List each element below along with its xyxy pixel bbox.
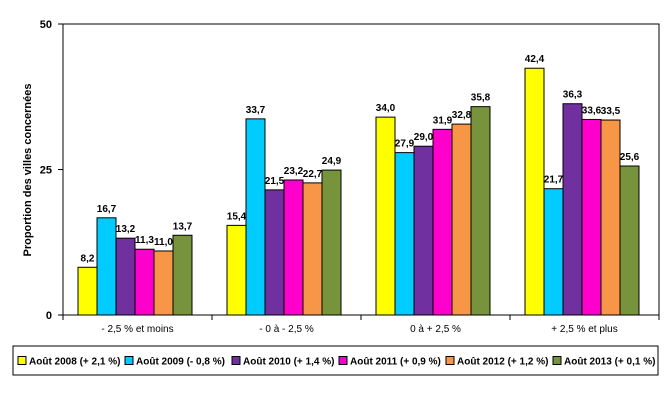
data-label: 24,9 — [322, 156, 342, 167]
legend-box — [12, 345, 659, 376]
legend-entry: Août 2008 (+ 2,1 %) — [29, 357, 120, 368]
data-label: 21,5 — [265, 176, 285, 187]
bar — [153, 250, 174, 316]
bar — [451, 123, 472, 316]
data-label: 35,8 — [471, 93, 491, 104]
y-axis-label: Proportion des villes concernées — [22, 83, 34, 256]
data-label: 36,3 — [563, 90, 583, 101]
data-label: 33,6 — [582, 105, 602, 116]
bar — [562, 103, 583, 316]
data-label: 32,8 — [452, 110, 472, 121]
x-category-label: - 0 à - 2,5 % — [259, 324, 314, 335]
data-label: 8,2 — [81, 253, 95, 264]
legend-swatch — [338, 356, 348, 365]
legend-swatch — [445, 356, 455, 365]
data-label: 33,7 — [246, 105, 266, 116]
data-label: 13,2 — [116, 224, 136, 235]
data-label: 34,0 — [376, 103, 396, 114]
bar — [115, 237, 136, 316]
legend-swatch — [552, 356, 562, 365]
bar — [432, 128, 453, 316]
data-label: 21,7 — [544, 175, 564, 186]
legend-entry: Août 2009 (- 0,8 %) — [136, 357, 225, 368]
data-label: 29,0 — [414, 132, 434, 143]
data-label: 31,9 — [433, 115, 453, 126]
legend-entry: Août 2013 (+ 0,1 %) — [564, 357, 655, 368]
data-label: 13,7 — [173, 221, 193, 232]
bar — [470, 106, 491, 316]
data-label: 15,4 — [227, 211, 247, 222]
bar — [134, 248, 155, 316]
legend-swatch — [17, 356, 27, 365]
legend-entry: Août 2010 (+ 1,4 %) — [243, 357, 334, 368]
bar — [172, 234, 193, 316]
y-tick-label: 50 — [40, 19, 52, 31]
bar — [321, 169, 342, 316]
data-label: 22,7 — [303, 169, 323, 180]
y-tick-label: 25 — [40, 165, 52, 177]
x-category-label: + 2,5 % et plus — [551, 324, 617, 335]
data-label: 27,9 — [395, 139, 415, 150]
legend: Août 2008 (+ 2,1 %) Août 2009 (- 0,8 %) Ao… — [12, 345, 659, 376]
bar — [619, 165, 640, 316]
bar — [394, 152, 415, 316]
bar — [302, 182, 323, 316]
data-label: 11,3 — [135, 235, 154, 246]
data-label: 33,5 — [601, 106, 621, 117]
x-category-label: 0 à + 2,5 % — [410, 324, 461, 335]
bar — [96, 217, 117, 316]
legend-entry: Août 2011 (+ 0,9 %) — [350, 357, 441, 368]
plot-area: 0 25 50 - 2,5 % et moins 8,2 16,7 13,211,3 11,0… — [40, 19, 660, 335]
bar — [543, 188, 564, 316]
x-category-label: - 2,5 % et moins — [101, 324, 173, 335]
bar — [581, 118, 602, 316]
bar — [283, 179, 304, 316]
legend-swatch — [231, 356, 241, 365]
data-label: 16,7 — [97, 204, 117, 215]
bar — [600, 119, 621, 316]
data-label: 42,4 — [525, 54, 545, 65]
data-label: 25,6 — [620, 152, 640, 163]
bar — [264, 189, 285, 316]
bar — [375, 116, 396, 316]
data-label: 11,0 — [154, 237, 173, 248]
bar — [413, 145, 434, 316]
data-label: 23,2 — [284, 166, 304, 177]
y-tick-label: 0 — [46, 310, 52, 322]
bar — [226, 224, 247, 316]
bar — [524, 67, 545, 316]
bar — [77, 266, 98, 316]
bar — [245, 118, 266, 316]
legend-entry: Août 2012 (+ 1,2 %) — [457, 357, 548, 368]
legend-swatch — [124, 356, 134, 365]
